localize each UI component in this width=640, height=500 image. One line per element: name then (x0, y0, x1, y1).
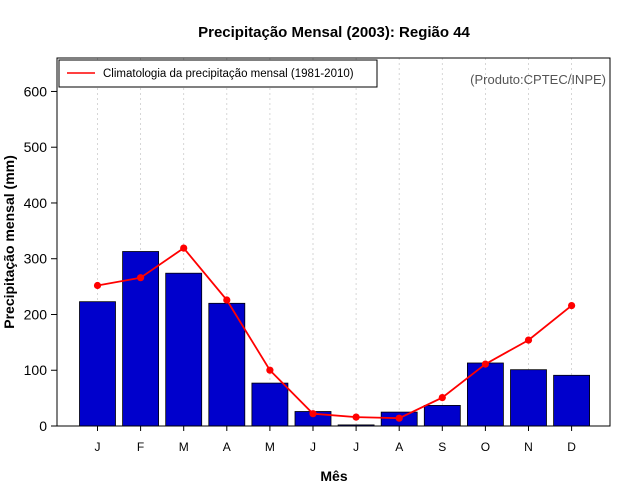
x-tick-label: M (265, 440, 275, 454)
x-tick-label: O (481, 440, 490, 454)
climatology-point-9 (438, 394, 446, 402)
y-axis: 0 100 200 300 400 500 600 (24, 83, 57, 434)
climatology-point-10 (481, 360, 489, 368)
bar-1 (79, 301, 116, 427)
legend-box (58, 59, 378, 88)
bar-series (79, 251, 590, 427)
climatology-point-4 (223, 296, 231, 304)
x-tick-label: D (567, 440, 576, 454)
x-tick-label: J (310, 440, 316, 454)
y-tick-label: 200 (24, 306, 48, 322)
bar-12 (553, 374, 590, 427)
bar-4 (208, 302, 246, 427)
x-tick-label: J (353, 440, 359, 454)
chart-title: Precipitação Mensal (2003): Região 44 (198, 24, 470, 41)
x-tick-label: A (395, 440, 403, 454)
climatology-point-12 (568, 302, 576, 310)
x-tick-label: N (524, 440, 533, 454)
climatology-series (93, 244, 576, 422)
x-tick-label: F (137, 440, 144, 454)
y-tick-label: 400 (24, 195, 48, 211)
bar-5 (251, 382, 289, 427)
climatology-line (97, 246, 573, 420)
climatology-point-7 (352, 413, 360, 421)
bar-9 (423, 404, 461, 427)
climatology-point-5 (266, 366, 274, 374)
climatology-point-1 (93, 281, 102, 290)
legend-entry: Climatologia da precipitação mensal (198… (103, 68, 354, 80)
y-tick-label: 300 (24, 251, 48, 267)
x-tick-label: J (95, 440, 101, 454)
x-tick-label: M (179, 440, 189, 454)
climatology-point-6 (309, 410, 317, 418)
y-tick-label: 500 (24, 139, 48, 155)
bar-10 (466, 362, 504, 427)
y-tick-label: 600 (24, 83, 48, 99)
climatology-point-11 (524, 336, 533, 344)
climatology-point-3 (180, 244, 188, 252)
bar-3 (165, 272, 203, 427)
climatology-point-8 (395, 414, 403, 422)
plot-frame (56, 57, 611, 427)
y-tick-label: 0 (39, 418, 47, 434)
source-annotation: (Produto:CPTEC/INPE) (470, 72, 606, 87)
y-axis-label: Precipitação mensal (mm) (1, 155, 17, 329)
legend: Climatologia da precipitação mensal (198… (58, 59, 378, 88)
climatology-point-2 (137, 274, 145, 282)
x-tick-label: A (223, 440, 231, 454)
bar-11 (510, 369, 547, 427)
x-axis-label: Mês (320, 468, 347, 484)
y-tick-label: 100 (24, 362, 48, 378)
x-tick-label: S (438, 440, 446, 454)
